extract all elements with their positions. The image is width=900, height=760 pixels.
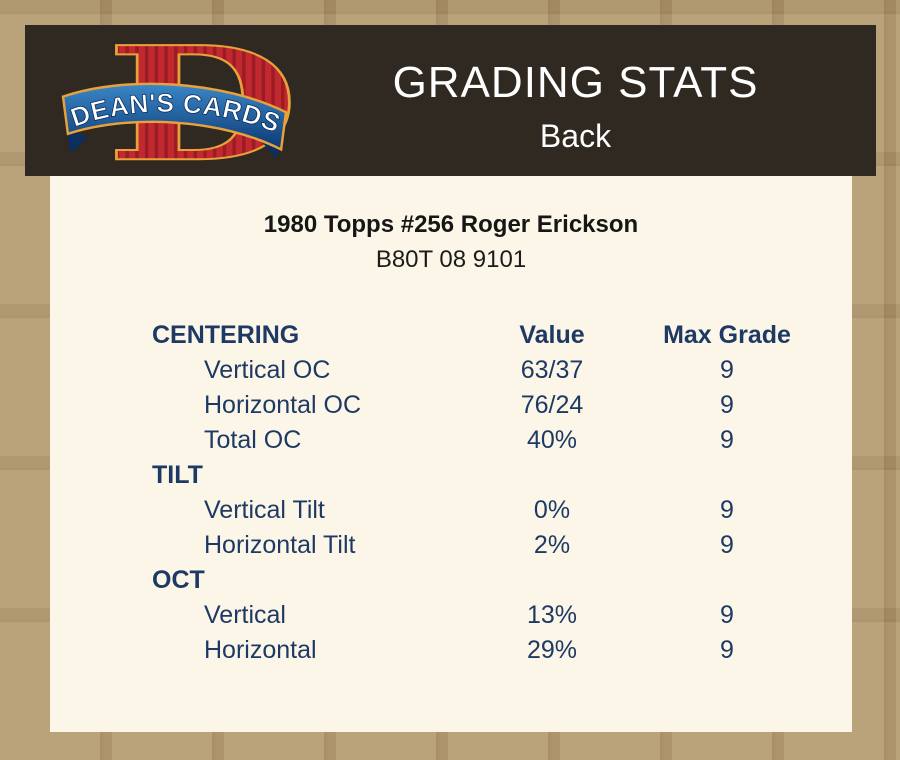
- table-header-row: CENTERING Value Max Grade: [50, 318, 852, 353]
- ribbon-fold-left: [66, 131, 89, 154]
- row-label: Vertical: [204, 601, 286, 629]
- table-row: Horizontal 29% 9: [50, 633, 852, 668]
- page-title: GRADING STATS: [392, 58, 759, 107]
- row-label: Vertical OC: [204, 356, 331, 384]
- column-header-value: Value: [519, 321, 585, 349]
- header-text-block: GRADING STATS Back: [325, 55, 826, 159]
- row-max-grade: 9: [720, 636, 734, 664]
- header-bar: D DEAN'S CARDS GRADING STATS Back: [25, 25, 876, 176]
- table-row: Vertical 13% 9: [50, 598, 852, 633]
- row-label: Horizontal Tilt: [204, 531, 356, 559]
- card-serial: B80T 08 9101: [375, 246, 527, 273]
- section-header-oct: OCT: [152, 566, 205, 594]
- row-value: 76/24: [520, 391, 584, 419]
- table-row: Total OC 40% 9: [50, 423, 852, 458]
- row-max-grade: 9: [720, 601, 734, 629]
- section-header-tilt: TILT: [152, 461, 203, 489]
- row-max-grade: 9: [720, 391, 734, 419]
- row-max-grade: 9: [720, 426, 734, 454]
- row-max-grade: 9: [720, 356, 734, 384]
- column-header-max-grade: Max Grade: [663, 321, 791, 349]
- table-row: Horizontal OC 76/24 9: [50, 388, 852, 423]
- table-row: Vertical OC 63/37 9: [50, 353, 852, 388]
- row-value: 29%: [526, 636, 578, 664]
- row-label: Total OC: [204, 426, 302, 454]
- row-value: 63/37: [520, 356, 584, 384]
- grading-table: CENTERING Value Max Grade Vertical OC 63…: [50, 318, 852, 668]
- section-header-row: OCT: [50, 563, 852, 598]
- content-panel: 1980 Topps #256 Roger Erickson B80T 08 9…: [50, 176, 852, 732]
- section-header-row: TILT: [50, 458, 852, 493]
- ribbon-banner-icon: [61, 82, 288, 152]
- ribbon-fold-right: [258, 137, 281, 160]
- row-value: 13%: [526, 601, 578, 629]
- row-label: Horizontal: [204, 636, 317, 664]
- section-header-centering: CENTERING: [152, 321, 300, 349]
- row-max-grade: 9: [720, 531, 734, 559]
- row-label: Vertical Tilt: [204, 496, 325, 524]
- deans-cards-logo[interactable]: D DEAN'S CARDS: [57, 36, 292, 169]
- row-value: 40%: [526, 426, 578, 454]
- row-value: 0%: [533, 496, 571, 524]
- row-max-grade: 9: [720, 496, 734, 524]
- table-row: Horizontal Tilt 2% 9: [50, 528, 852, 563]
- deans-cards-logo-icon: D DEAN'S CARDS: [61, 36, 292, 169]
- card-title: 1980 Topps #256 Roger Erickson: [263, 211, 639, 238]
- row-label: Horizontal OC: [204, 391, 361, 419]
- card-side-label: Back: [539, 118, 612, 154]
- table-row: Vertical Tilt 0% 9: [50, 493, 852, 528]
- row-value: 2%: [533, 531, 571, 559]
